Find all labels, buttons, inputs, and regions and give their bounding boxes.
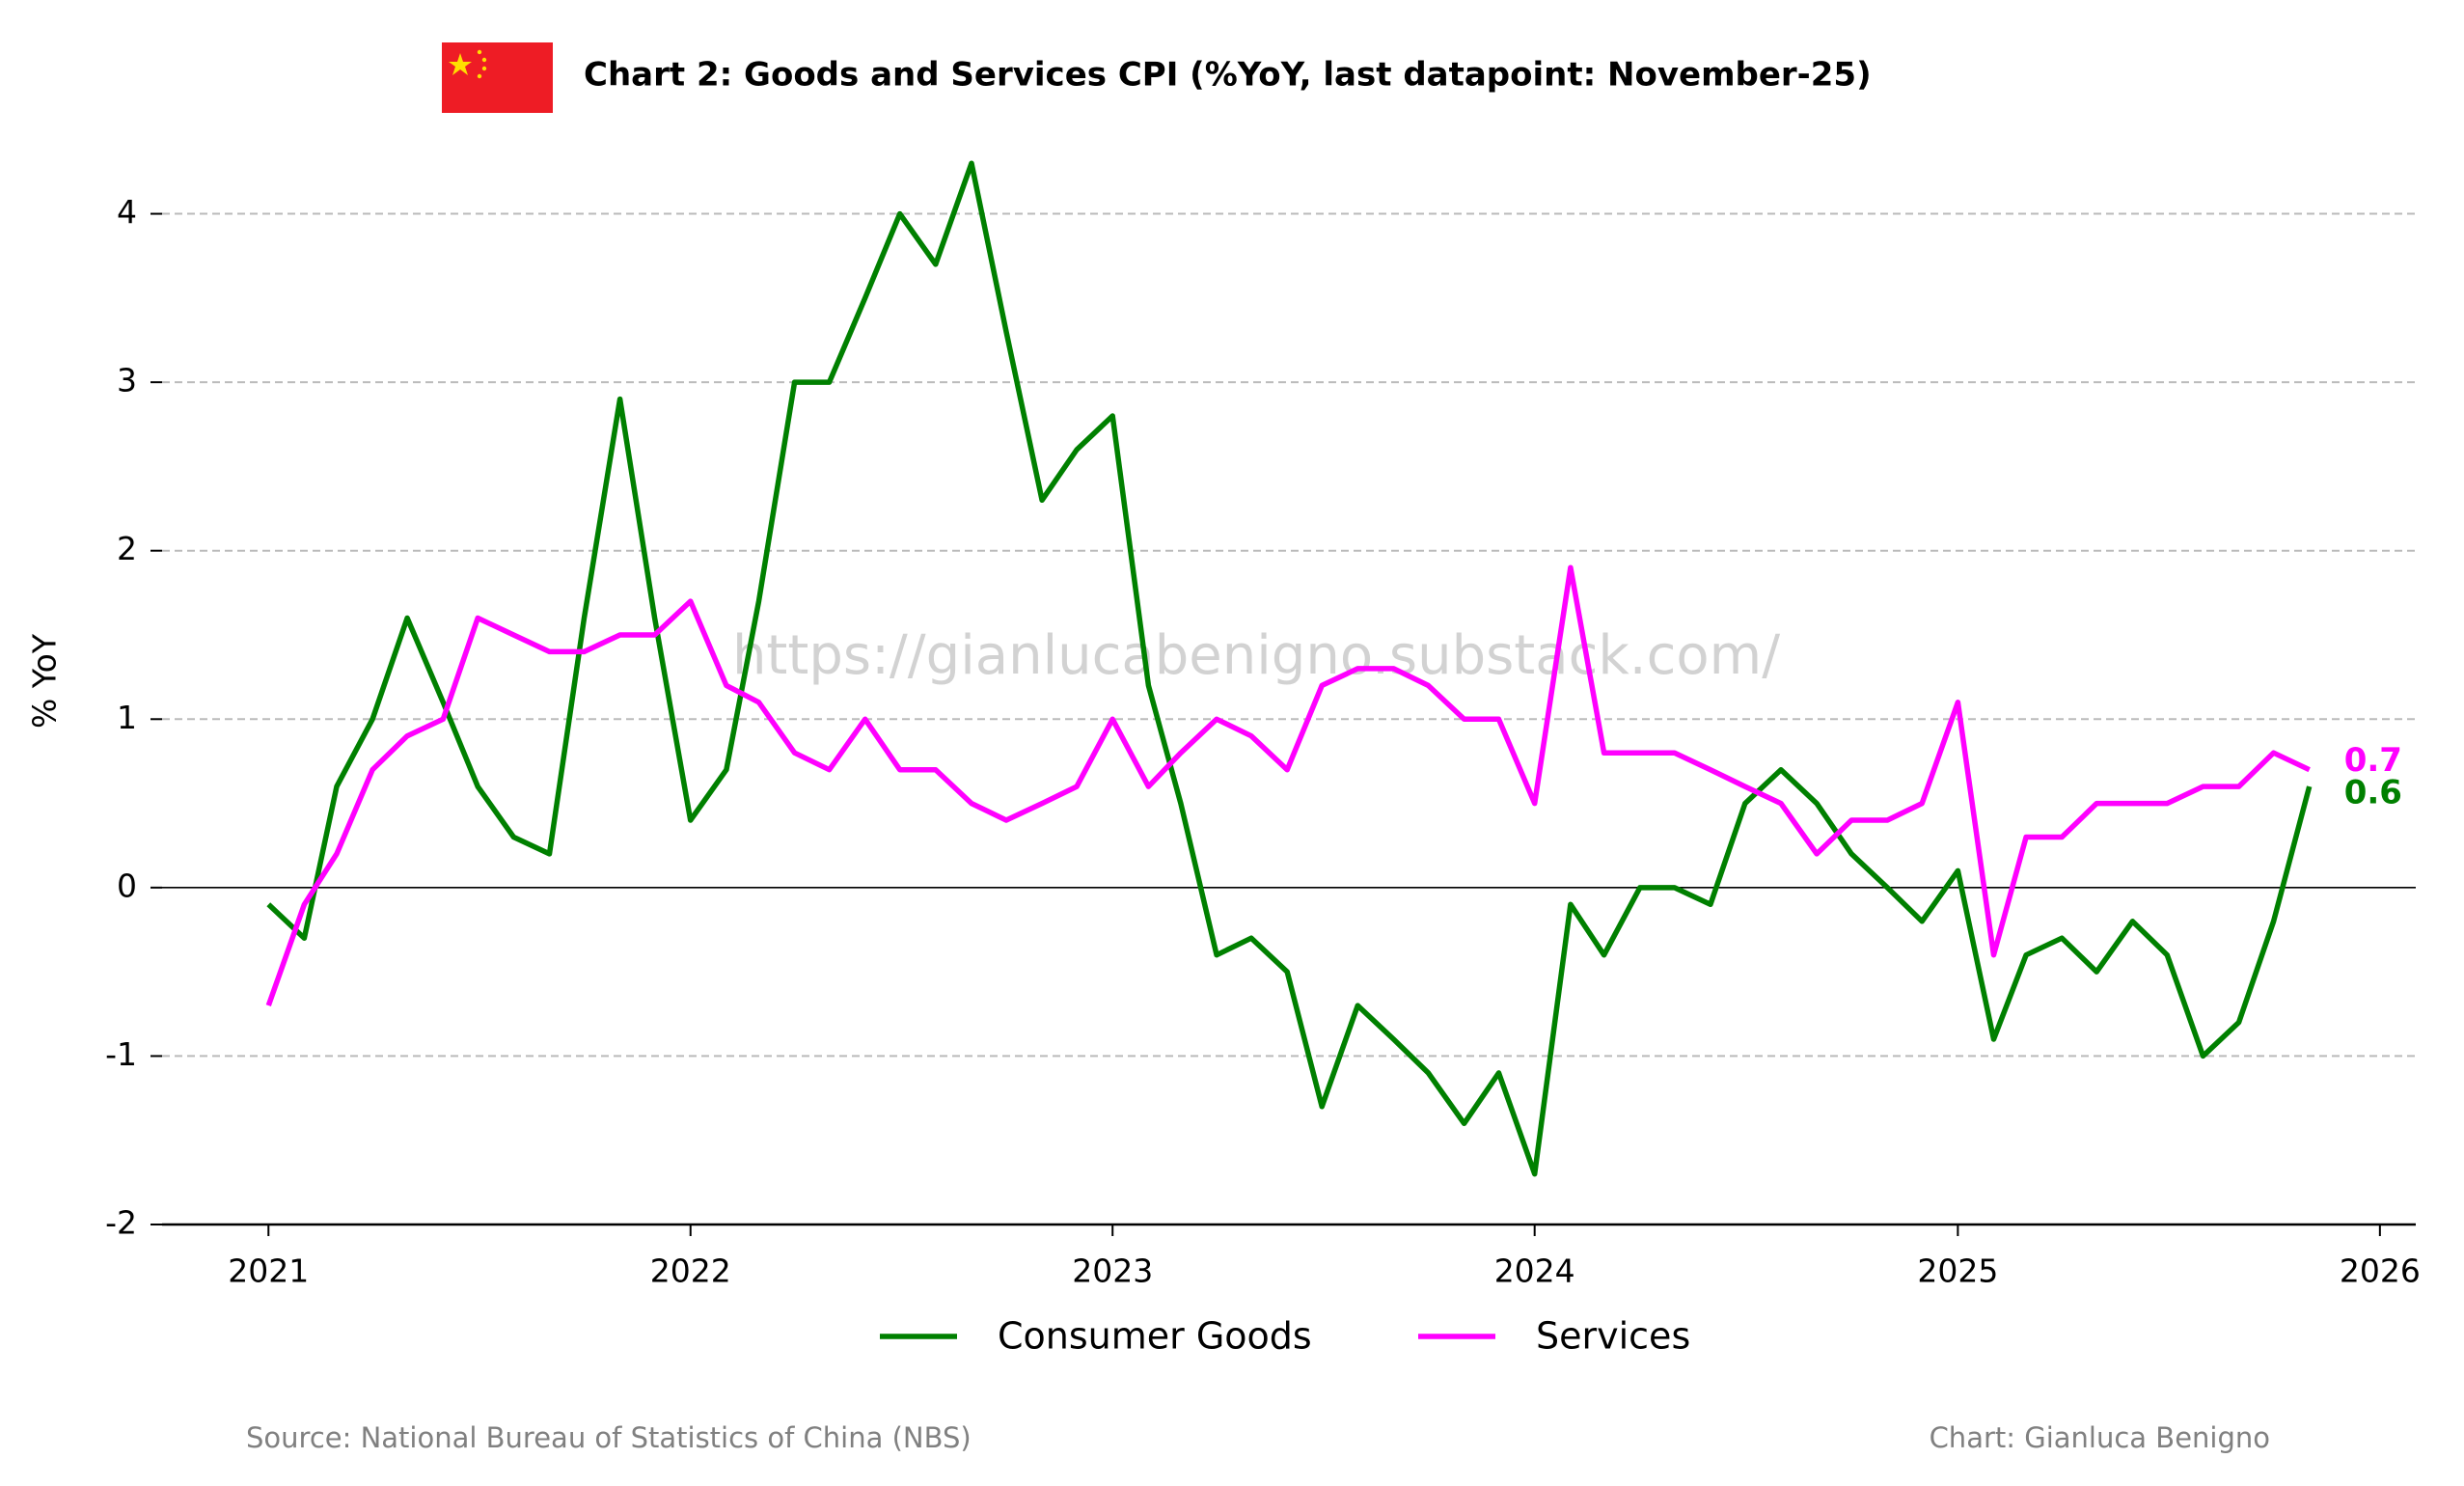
flag-star [477,49,482,55]
y-tick-label: 0 [117,867,137,904]
y-tick-label: -2 [105,1204,137,1242]
series-line [266,160,2313,1177]
legend-label: Consumer Goods [998,1315,1312,1358]
flag-star [481,57,487,63]
x-tick-label: 2021 [228,1252,309,1290]
x-tick-label: 2022 [650,1252,731,1290]
end-label: 0.7 [2344,741,2402,780]
flag [442,42,553,113]
y-tick-label: 3 [117,362,137,399]
series-line [265,564,2311,1007]
y-tick-label: -1 [105,1035,137,1073]
x-tick-label: 2023 [1072,1252,1153,1290]
legend-label: Services [1536,1315,1690,1358]
x-tick-label: 2025 [1917,1252,1998,1290]
x-tick-label: 2026 [2340,1252,2421,1290]
flag-star [481,66,487,71]
y-tick-label: 2 [117,530,137,567]
end-label: 0.6 [2344,774,2402,812]
flag-star [477,73,482,79]
chart-title: Chart 2: Goods and Services CPI (%YoY, l… [584,56,1872,95]
x-tick-label: 2024 [1494,1252,1575,1290]
credit: Chart: Gianluca Benigno [1930,1421,2270,1454]
y-axis-label: % YoY [26,633,64,729]
y-tick-label: 1 [117,699,137,736]
y-tick-label: 4 [117,193,137,231]
flag-star [449,53,472,75]
watermark: https://gianlucabenigno.substack.com/ [732,624,1780,687]
source: Source: National Bureau of Statistics of… [246,1421,972,1454]
